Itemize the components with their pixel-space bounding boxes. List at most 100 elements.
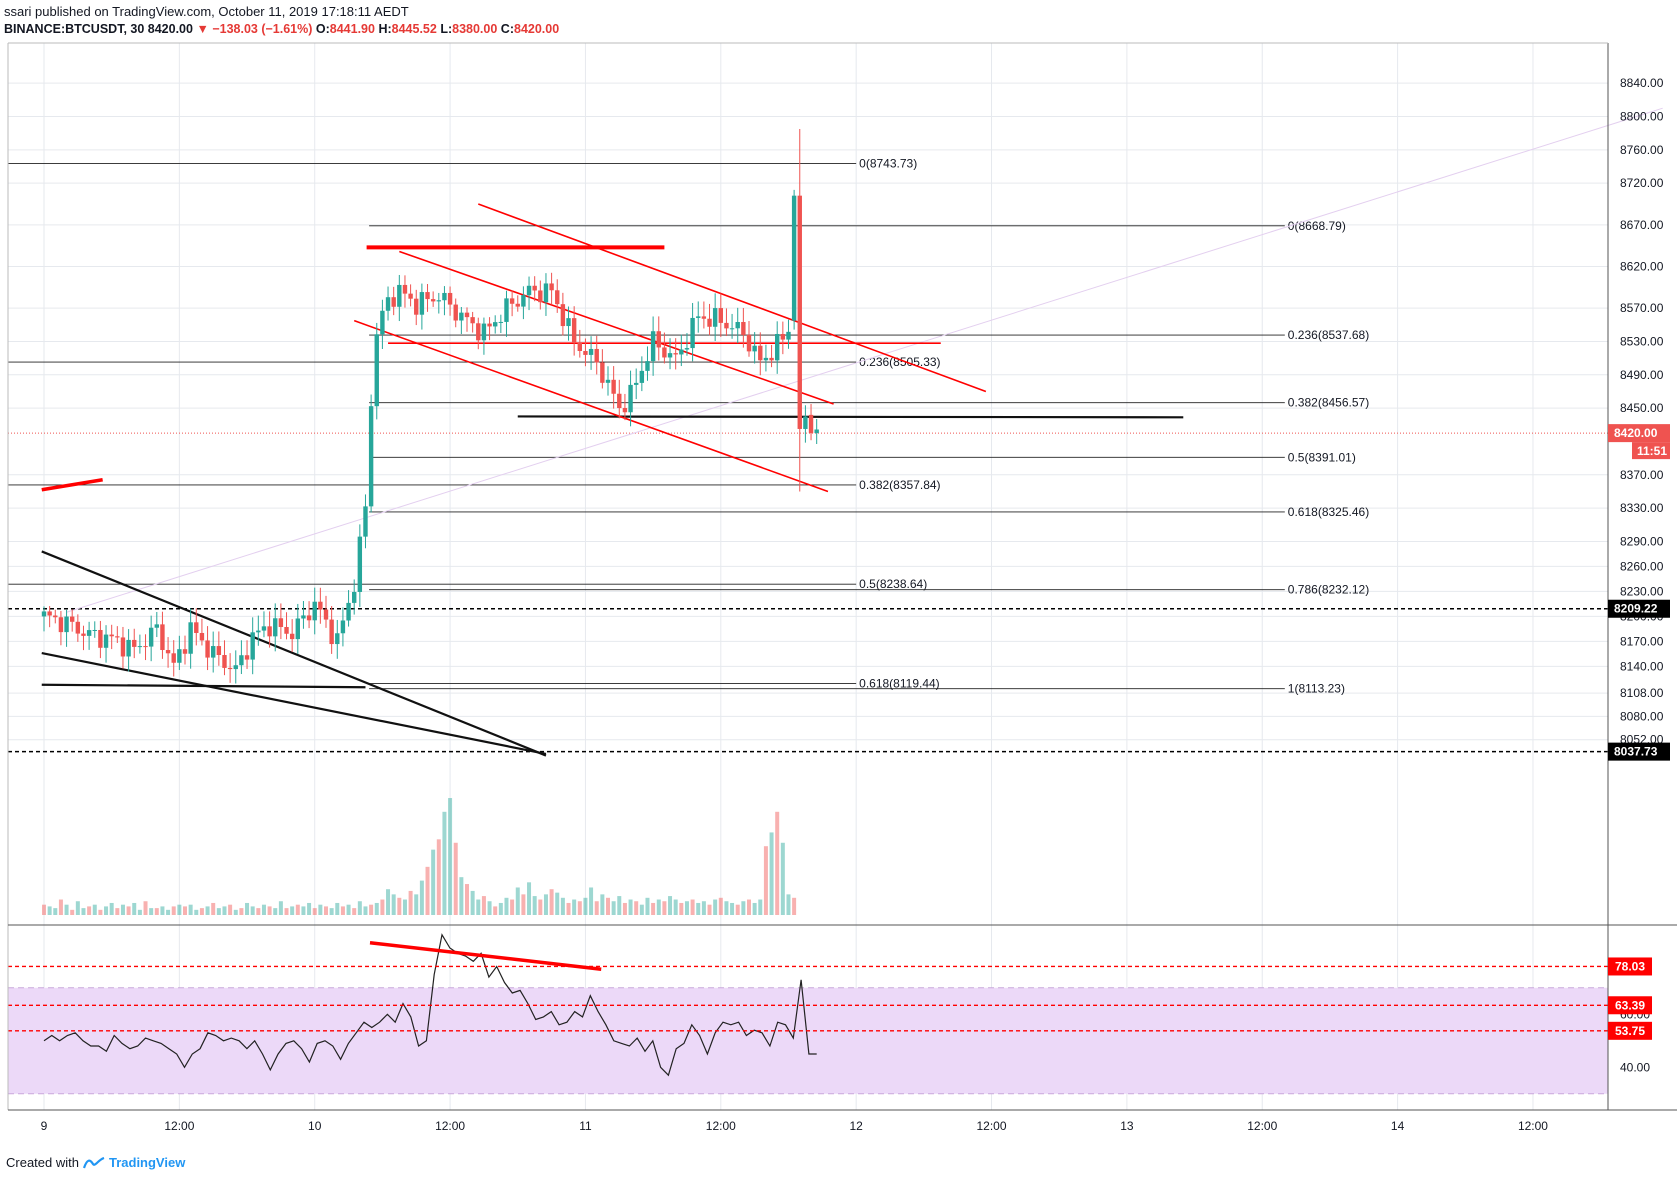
volume-bar <box>701 901 706 915</box>
volume-bar <box>53 908 58 915</box>
volume-bar <box>250 906 255 915</box>
candle-body <box>549 283 554 291</box>
candle-body <box>797 195 802 429</box>
candle-body <box>442 292 447 301</box>
volume-bar <box>109 902 114 915</box>
trendline-red <box>41 478 103 492</box>
volume-bar <box>374 902 379 915</box>
candle-body <box>430 299 436 302</box>
trendline-red <box>399 250 834 405</box>
volume-bar <box>684 901 689 915</box>
tradingview-logo-icon <box>82 1156 105 1168</box>
candle-body <box>335 633 340 645</box>
volume-bar <box>391 894 396 915</box>
candle-body <box>244 655 250 660</box>
volume-bar <box>600 894 605 915</box>
candle-body <box>600 362 605 383</box>
price-tick-label: 8290.00 <box>1620 534 1664 548</box>
candle-body <box>222 654 227 668</box>
volume-bar <box>194 909 199 915</box>
volume-bar <box>75 901 80 915</box>
volume-bar <box>261 904 266 915</box>
volume-bar <box>707 904 712 915</box>
candle-body <box>447 292 453 305</box>
volume-bar <box>611 901 616 915</box>
candle-body <box>526 285 532 296</box>
volume-bar <box>58 899 63 915</box>
candle-body <box>696 316 701 318</box>
candle-body <box>453 304 458 321</box>
volume-bar <box>143 901 148 915</box>
volume-bar <box>606 897 610 915</box>
price-tick-label: 8670.00 <box>1620 218 1664 232</box>
price-marker-box <box>1608 599 1670 618</box>
trendlines[interactable] <box>41 107 1663 757</box>
time-tick-label: 12:00 <box>1518 1119 1548 1133</box>
volume-bar <box>301 906 306 915</box>
candle-body <box>532 285 537 291</box>
volume-bar <box>408 890 413 915</box>
volume-bar <box>199 908 204 915</box>
candle-body <box>634 382 639 385</box>
volume-bar <box>747 899 751 915</box>
volume-bar <box>211 902 216 915</box>
candle-body <box>673 353 678 355</box>
candle-body <box>775 333 780 361</box>
volume-bar <box>278 901 283 915</box>
price-tick-label: 8570.00 <box>1620 301 1664 315</box>
volume-bar <box>752 902 757 915</box>
candle-body <box>109 634 114 637</box>
candle-body <box>476 323 481 341</box>
candle-body <box>481 323 487 341</box>
time-tick-label: 12:00 <box>435 1119 465 1133</box>
rsi-divergence-line <box>369 940 602 971</box>
candle-body <box>70 616 75 622</box>
candle-body <box>352 591 357 603</box>
volume-bar <box>679 902 684 915</box>
volume-bar <box>730 902 735 915</box>
volume-bar <box>160 906 165 915</box>
volume-bar <box>504 897 509 915</box>
volume-bar <box>628 899 633 915</box>
volume-bar <box>352 908 357 915</box>
volume-bar <box>256 908 261 915</box>
volume-bar <box>617 896 622 915</box>
trendline-black <box>41 550 547 757</box>
candle-body <box>205 640 210 658</box>
volume-bar <box>81 908 86 915</box>
trendline-black <box>41 652 547 755</box>
candle-body <box>86 630 92 636</box>
candle-body <box>712 308 718 327</box>
candle-body <box>239 655 244 666</box>
volume-bar <box>177 904 182 915</box>
axes <box>7 42 1677 1111</box>
volume-bar <box>498 902 503 915</box>
candle-body <box>273 618 278 637</box>
volume-bar <box>419 880 424 915</box>
volume-bar <box>465 884 469 915</box>
candle-body <box>329 619 334 645</box>
candle-body <box>735 321 740 329</box>
candle-body <box>120 637 126 657</box>
volume-bar <box>273 908 278 915</box>
volume-bar <box>549 889 554 915</box>
candle-body <box>515 303 520 307</box>
symbol-ohlc-line: BINANCE:BTCUSDT, 30 8420.00 ▼ −138.03 (−… <box>4 22 559 36</box>
candle-body <box>289 633 295 640</box>
volume-bar <box>369 904 374 915</box>
tradingview-brand-link[interactable]: TradingView <box>108 1155 186 1170</box>
volume-bar <box>188 904 193 915</box>
candle-body <box>729 328 735 330</box>
volume-bar <box>769 832 774 915</box>
price-tick-label: 8330.00 <box>1620 501 1664 515</box>
symbol-label[interactable]: BINANCE:BTCUSDT, 30 <box>4 22 145 36</box>
candle-body <box>199 632 205 641</box>
fib-level-label: 0.5(8238.64) <box>859 577 927 591</box>
price-tick-label: 8170.00 <box>1620 634 1664 648</box>
candle-body <box>357 536 363 592</box>
candle-body <box>611 379 616 394</box>
candle-body <box>605 379 611 383</box>
volume-bar <box>532 896 537 915</box>
candle-body <box>436 300 441 302</box>
